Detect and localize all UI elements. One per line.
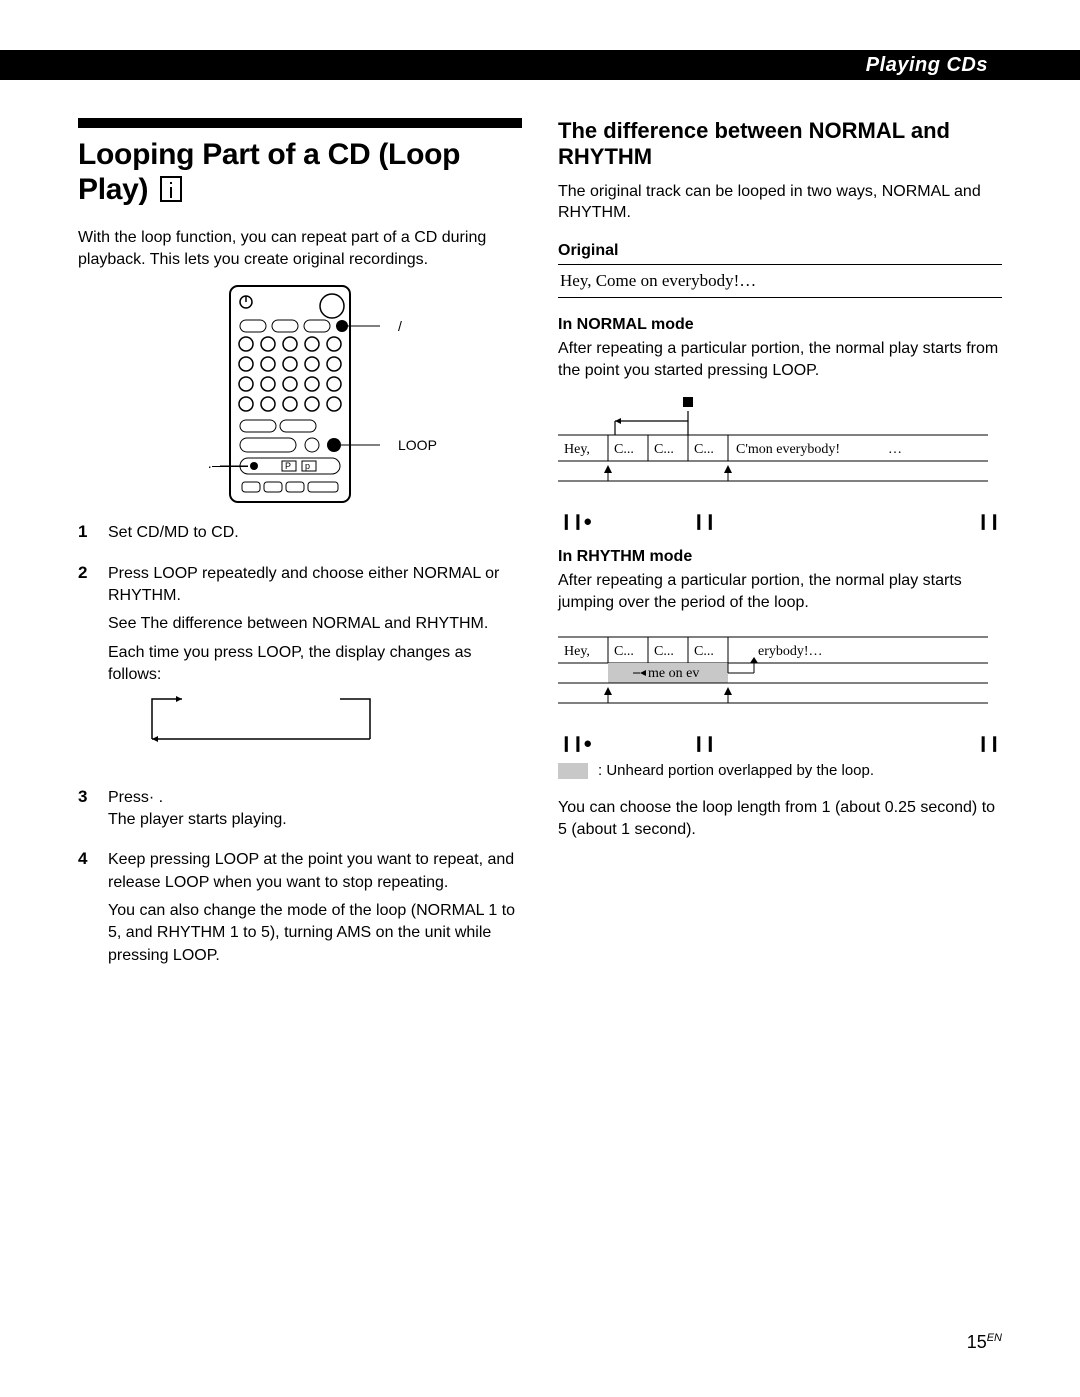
legend-swatch [558,763,588,779]
tl-cell: erybody!… [758,644,823,659]
rhythm-controls-row: ❙❙● ❙❙ ❙❙ [558,734,1002,752]
steps-list: 1 Set CD/MD to CD. 2 Press LOOP repeated… [78,522,522,967]
pause-icon: ❙❙ [692,734,715,752]
page-number: 15EN [967,1332,1002,1353]
step-line: Each time you press LOOP, the display ch… [108,642,522,687]
svg-text:p: p [305,461,310,471]
record-icon: ❙❙● [560,734,591,752]
pause-icon: ❙❙ [977,512,1000,530]
step-3: 3 Press· . The player starts playing. [78,787,522,832]
left-column: Looping Part of a CD (Loop Play) With th… [78,118,522,985]
page-title: Looping Part of a CD (Loop Play) [78,138,522,207]
pause-icon: ❙❙ [692,512,715,530]
step-line: Press· . [108,787,287,809]
right-intro: The original track can be looped in two … [558,181,1002,224]
original-label: Original [558,242,1002,260]
pause-icon: ❙❙ [977,734,1000,752]
original-track-text: Hey, Come on everybody!… [558,264,1002,298]
tl-cell: Hey, [564,442,590,457]
remote-svg: P p [220,284,380,504]
page-num-value: 15 [967,1332,987,1352]
tl-cell: C... [654,442,674,457]
step-body: Press· . The player starts playing. [108,787,287,832]
normal-controls-row: ❙❙● ❙❙ ❙❙ [558,512,1002,530]
tl-cell: C... [614,442,634,457]
title-text: Looping Part of a CD (Loop Play) [78,138,460,206]
step-body: Press LOOP repeatedly and choose either … [108,563,522,769]
tl-cell: C... [694,644,714,659]
remote-info-icon [160,176,182,202]
step-line: Keep pressing LOOP at the point you want… [108,849,522,894]
step-2: 2 Press LOOP repeatedly and choose eithe… [78,563,522,769]
step-body: Set CD/MD to CD. [108,522,239,544]
step-line: Set CD/MD to CD. [108,522,239,544]
tl-cell: C'mon everybody! [736,442,840,457]
callout-left: · [207,458,212,474]
loop-flow-diagram [112,695,522,751]
callout-loop: LOOP [398,437,437,453]
step-num: 4 [78,849,96,967]
intro-text: With the loop function, you can repeat p… [78,227,522,270]
subtitle: The difference between NORMAL and RHYTHM [558,118,1002,171]
rhythm-heading: In RHYTHM mode [558,548,1002,566]
title-rule [78,118,522,128]
svg-text:P: P [285,461,291,471]
normal-timeline: Hey, C... C... C... C'mon everybody! … ❙… [558,395,1002,530]
normal-desc: After repeating a particular portion, th… [558,338,1002,381]
normal-heading: In NORMAL mode [558,316,1002,334]
step-num: 2 [78,563,96,769]
step-line: You can also change the mode of the loop… [108,900,522,967]
step-4: 4 Keep pressing LOOP at the point you wa… [78,849,522,967]
tl-cell: C... [654,644,674,659]
tl-cell: C... [614,644,634,659]
section-tab: Playing CDs [852,50,1002,80]
step-num: 3 [78,787,96,832]
step-1: 1 Set CD/MD to CD. [78,522,522,544]
legend-text: : Unheard portion overlapped by the loop… [598,762,874,779]
step-body: Keep pressing LOOP at the point you want… [108,849,522,967]
step-line: See The difference between NORMAL and RH… [108,613,522,635]
tl-cell: … [888,442,902,457]
tl-cell: C... [694,442,714,457]
page-lang: EN [987,1332,1002,1344]
callout-play-pause: / [398,318,402,334]
tl-cell: Hey, [564,644,590,659]
rhythm-timeline: Hey, C... C... C... erybody!… me on ev [558,627,1002,752]
tail-note: You can choose the loop length from 1 (a… [558,797,1002,840]
right-column: The difference between NORMAL and RHYTHM… [558,118,1002,985]
page-content: Looping Part of a CD (Loop Play) With th… [78,118,1002,985]
remote-diagram: P p / LOOP · [78,284,522,504]
rhythm-desc: After repeating a particular portion, th… [558,570,1002,613]
skipped-label: me on ev [648,666,699,681]
legend: : Unheard portion overlapped by the loop… [558,762,1002,779]
step-line: The player starts playing. [108,809,287,831]
step-num: 1 [78,522,96,544]
step-line: Press LOOP repeatedly and choose either … [108,563,522,608]
record-icon: ❙❙● [560,512,591,530]
